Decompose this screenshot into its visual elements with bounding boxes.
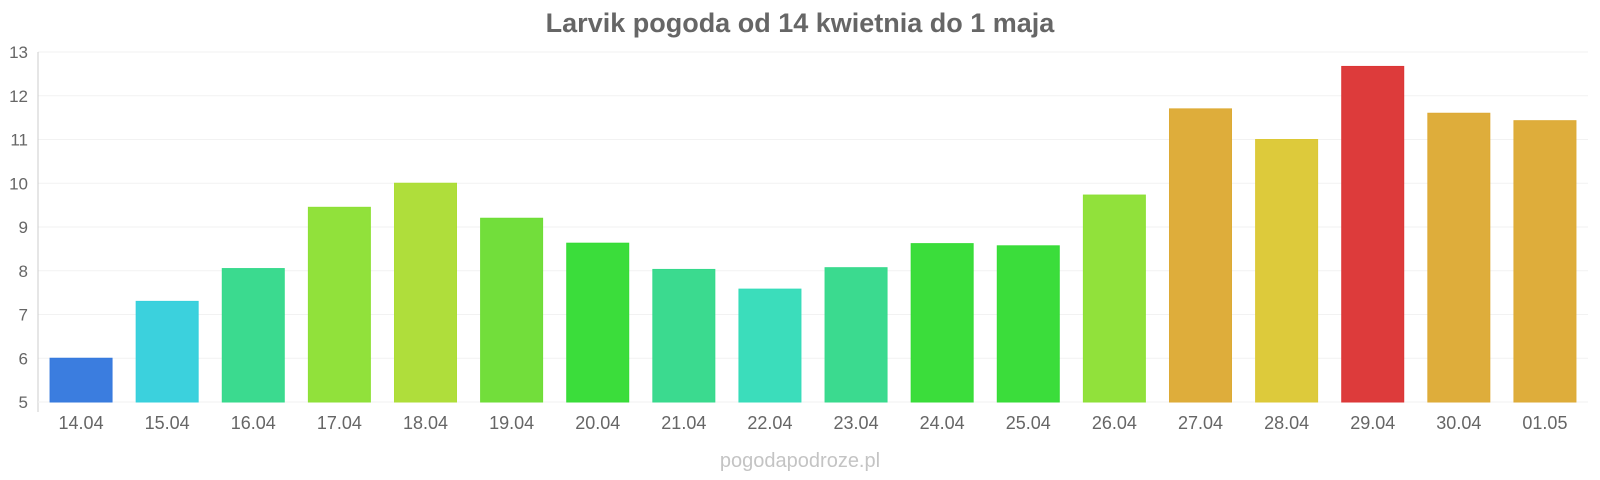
x-tick-label: 22.04	[747, 413, 792, 433]
chart-title: Larvik pogoda od 14 kwietnia do 1 maja	[545, 8, 1055, 38]
bar-28.04[interactable]	[1255, 139, 1319, 403]
watermark-text: pogodapodroze.pl	[719, 450, 881, 472]
bar-15.04[interactable]	[135, 300, 199, 403]
bar-19.04[interactable]	[480, 217, 544, 403]
bar-26.04[interactable]	[1082, 194, 1146, 403]
bar-16.04[interactable]	[221, 268, 285, 403]
y-tick-label: 13	[9, 43, 28, 62]
bar-30.04[interactable]	[1427, 112, 1491, 403]
grid-lines	[38, 51, 1588, 359]
y-tick-label: 10	[9, 174, 28, 193]
bar-18.04[interactable]	[394, 182, 457, 403]
x-tick-labels: 14.04 15.04 16.04 17.04 18.04 19.04 20.04 21.04…	[59, 413, 1568, 433]
bar-23.04[interactable]	[824, 267, 888, 403]
y-tick-label: 6	[19, 349, 28, 368]
y-tick-label: 9	[19, 218, 28, 237]
x-tick-label: 19.04	[489, 413, 534, 433]
bar-21.04[interactable]	[652, 268, 716, 403]
bar-17.04[interactable]	[307, 206, 371, 403]
bar-14.04[interactable]	[49, 357, 113, 403]
x-tick-label: 27.04	[1178, 413, 1223, 433]
x-tick-label: 28.04	[1264, 413, 1309, 433]
x-tick-label: 25.04	[1006, 413, 1051, 433]
bar-01.05[interactable]	[1513, 120, 1577, 403]
y-tick-label: 8	[19, 262, 28, 281]
bar-27.04[interactable]	[1169, 108, 1232, 403]
x-tick-label: 30.04	[1436, 413, 1481, 433]
y-tick-label: 11	[10, 131, 28, 150]
x-tick-label: 21.04	[661, 413, 706, 433]
bar-22.04[interactable]	[738, 288, 802, 403]
x-tick-label: 26.04	[1092, 413, 1137, 433]
x-tick-label: 01.05	[1522, 413, 1567, 433]
bar-29.04[interactable]	[1341, 65, 1405, 403]
bars	[49, 65, 1577, 403]
x-tick-label: 15.04	[145, 413, 190, 433]
x-tick-label: 14.04	[59, 413, 104, 433]
y-tick-label: 12	[9, 87, 28, 106]
x-tick-label: 17.04	[317, 413, 362, 433]
x-tick-label: 24.04	[920, 413, 965, 433]
x-tick-label: 29.04	[1350, 413, 1395, 433]
y-tick-label: 7	[19, 306, 28, 325]
axes	[37, 52, 1588, 412]
x-tick-label: 23.04	[834, 413, 879, 433]
y-tick-label: 5	[19, 393, 28, 412]
bar-24.04[interactable]	[910, 243, 974, 403]
bar-20.04[interactable]	[566, 242, 630, 403]
x-tick-label: 20.04	[575, 413, 620, 433]
x-tick-label: 16.04	[231, 413, 276, 433]
y-tick-labels: 5 6 7 8 9 10 11 12 13	[9, 43, 28, 412]
x-tick-label: 18.04	[403, 413, 448, 433]
bar-25.04[interactable]	[996, 245, 1060, 403]
